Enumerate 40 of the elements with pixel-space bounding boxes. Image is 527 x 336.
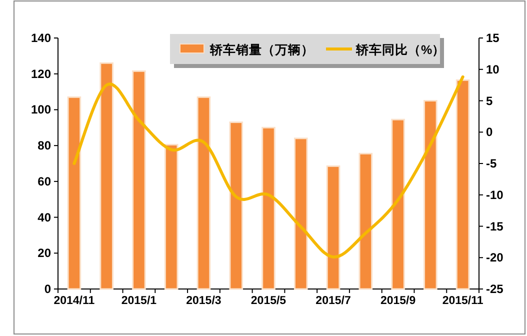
bar — [196, 96, 211, 290]
bar — [456, 79, 470, 290]
y-tick-label: 80 — [38, 138, 52, 153]
x-tick-label: 2014/11 — [54, 295, 96, 307]
y2-tick-label: -25 — [486, 282, 504, 296]
x-tick-label: 2015/3 — [186, 295, 222, 307]
y2-tick-label: -20 — [486, 250, 504, 265]
bar — [391, 118, 405, 290]
y-tick-label: 100 — [30, 102, 52, 117]
y2-tick-label: 15 — [486, 31, 500, 45]
x-tick-label: 2015/7 — [316, 295, 351, 307]
bar — [262, 126, 276, 290]
y-tick-label: 40 — [38, 210, 52, 224]
bar — [132, 70, 146, 290]
y-tick-label: 60 — [38, 174, 52, 188]
y-tick-label: 0 — [44, 282, 52, 296]
y2-tick-label: 10 — [486, 62, 500, 76]
legend-label: 轿车同比（%） — [355, 42, 446, 57]
legend-label: 轿车销量（万辆） — [209, 42, 314, 57]
x-tick-label: 2015/5 — [250, 295, 287, 307]
bar — [294, 138, 308, 290]
bar — [424, 100, 438, 290]
bar — [229, 122, 244, 290]
y-tick-label: 20 — [38, 246, 52, 260]
y2-tick-label: 5 — [486, 94, 493, 108]
y-tick-label: 140 — [30, 31, 52, 45]
y-tick-label: 120 — [30, 66, 52, 81]
y2-tick-label: -5 — [486, 156, 497, 170]
bar — [67, 96, 82, 290]
y2-tick-label: 0 — [486, 125, 493, 140]
bar — [326, 165, 340, 290]
x-tick-label: 2015/11 — [442, 295, 484, 307]
bar — [358, 152, 373, 290]
bar — [100, 62, 114, 290]
x-tick-label: 2015/1 — [121, 295, 158, 307]
line-series — [72, 75, 464, 258]
y2-tick-label: -15 — [486, 219, 504, 234]
x-tick-label: 2015/9 — [380, 295, 416, 307]
y2-tick-label: -10 — [486, 188, 504, 202]
bar — [164, 144, 178, 290]
